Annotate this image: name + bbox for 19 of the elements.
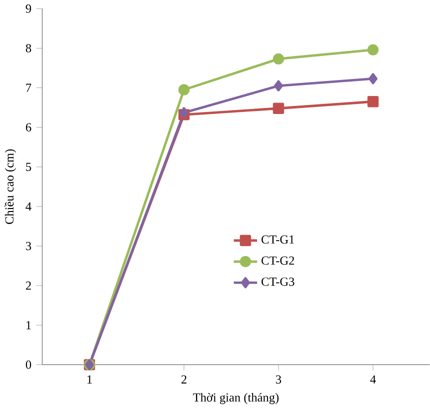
x-tick-label: 1 — [87, 375, 92, 384]
y-tick-label: 9 — [26, 4, 32, 13]
y-tick-label: 0 — [26, 360, 32, 370]
y-tick-label: 6 — [26, 123, 32, 132]
legend-label: CT-G1 — [262, 236, 294, 244]
legend-label: CT-G2 — [262, 256, 294, 265]
y-axis-title: Chiều cao (cm) — [4, 150, 16, 224]
y-tick-label: 2 — [26, 282, 31, 290]
y-tick-label: 5 — [26, 162, 32, 172]
legend-label: CT-G3 — [262, 278, 294, 286]
y-tick-label: 1 — [26, 321, 31, 330]
x-tick-label: 4 — [370, 375, 376, 384]
x-axis-title: Thời gian (tháng) — [193, 393, 279, 404]
y-tick-label: 7 — [26, 84, 32, 92]
y-tick-label: 3 — [26, 242, 32, 250]
x-tick-label: 3 — [276, 375, 282, 384]
y-tick-label: 8 — [26, 44, 32, 53]
y-tick-label: 4 — [26, 202, 32, 211]
x-tick-label: 2 — [181, 375, 186, 384]
